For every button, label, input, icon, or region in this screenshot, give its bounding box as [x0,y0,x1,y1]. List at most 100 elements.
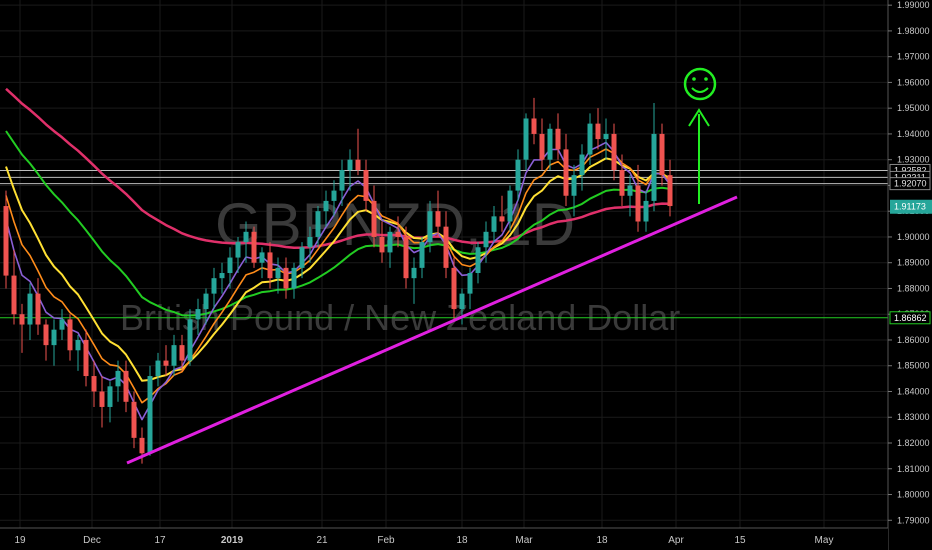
ma-red-line [5,87,671,249]
time-tick-label: Apr [668,535,684,546]
candle-body [291,267,297,289]
candle-body [571,175,577,196]
price-tick-label: 1.98000 [897,26,930,36]
candle-body [491,216,497,232]
candle-body [659,133,665,176]
price-tick-label: 1.80000 [897,490,930,500]
candle-body [315,211,321,237]
candle-body [275,267,281,279]
time-tick-label: 2019 [221,535,244,546]
price-tick-label: 1.89000 [897,258,930,268]
candle-body [227,257,233,274]
smiley-eye-icon [692,77,696,81]
candle-body [219,273,225,279]
candle-body [195,309,201,320]
candle-body [547,128,553,160]
candle-body [3,206,9,276]
candle-body [283,267,289,289]
candle-body [459,293,465,310]
candle-body [59,319,65,330]
price-tick-label: 1.99000 [897,0,930,10]
time-tick-label: 18 [596,535,608,546]
smiley-eye-icon [704,77,708,81]
candle-body [339,169,345,191]
candle-body [99,391,105,407]
candle-body [507,190,513,222]
candle-body [123,370,129,402]
candle-body [83,339,89,377]
trendline [126,195,738,465]
level-badge [889,177,931,191]
candle-body [131,401,137,438]
smiley-mouth-icon [691,87,709,93]
candle-body [539,133,545,160]
price-tick-label: 1.86000 [897,335,930,345]
time-tick-label: 19 [14,535,26,546]
smiley-face-icon [683,67,717,101]
candle-body [211,278,217,294]
candle-body [635,185,641,222]
candle-body [75,339,81,351]
candle-body [19,314,25,325]
candle-body [475,247,481,274]
level-badge-label: 1.92582 [894,165,927,175]
candle-body [579,154,585,176]
candle-body [27,293,33,325]
candle-body [643,200,649,222]
candle-body [259,252,265,263]
level-badge-label: 1.92070 [894,179,927,189]
candles [3,97,673,464]
candle-body [651,133,657,201]
candle-body [67,319,73,351]
candle-body [235,242,241,258]
candle-body [435,211,441,227]
candle-body [499,216,505,222]
ma-yellow-line [5,157,671,382]
price-tick-label: 1.94000 [897,129,930,139]
candle-body [387,231,393,253]
candle-body [163,360,169,366]
candle-body [595,123,601,140]
time-tick-label: 18 [456,535,468,546]
price-axis[interactable]: 1.99000 1.98000 1.97000 1.96000 1.95000 1.940… [887,0,932,550]
price-axis-bg [888,0,932,550]
drawings[interactable] [126,67,738,465]
candle-body [363,169,369,201]
candle-body [91,376,97,392]
ma-orange-line [5,148,671,404]
candle-body [355,159,361,170]
candle-body [427,211,433,243]
price-tick-label: 1.83000 [897,412,930,422]
candle-body [443,226,449,268]
time-tick-label: Mar [515,535,533,546]
candle-body [555,128,561,150]
candle-body [35,293,41,325]
candle-body [139,437,145,454]
candle-body [371,200,377,237]
candle-body [179,345,185,361]
candle-body [667,175,673,207]
ma-green-line [5,130,671,317]
candle-body [107,386,113,407]
horizontal-levels [0,169,888,319]
moving-averages [5,87,671,421]
candle-body [307,236,313,248]
time-axis[interactable]: 19 Dec 17 2019 21 Feb 18 Mar 18 Apr 15 May [0,527,888,550]
candle-body [203,293,209,310]
last-price-badge [890,199,932,214]
price-tick-label: 1.85000 [897,361,930,371]
price-tick-label: 1.96000 [897,77,930,87]
candle-body [515,159,521,191]
time-tick-label: 21 [316,535,328,546]
arrow-head-icon [688,108,710,127]
candle-body [171,345,177,366]
time-tick-label: 15 [734,535,746,546]
price-tick-label: 1.97000 [897,52,930,62]
price-tick-label: 1.79000 [897,515,930,525]
time-tick-label: Dec [83,535,101,546]
candle-body [251,231,257,263]
candle-body [331,190,337,201]
time-tick-label: Feb [377,535,395,546]
